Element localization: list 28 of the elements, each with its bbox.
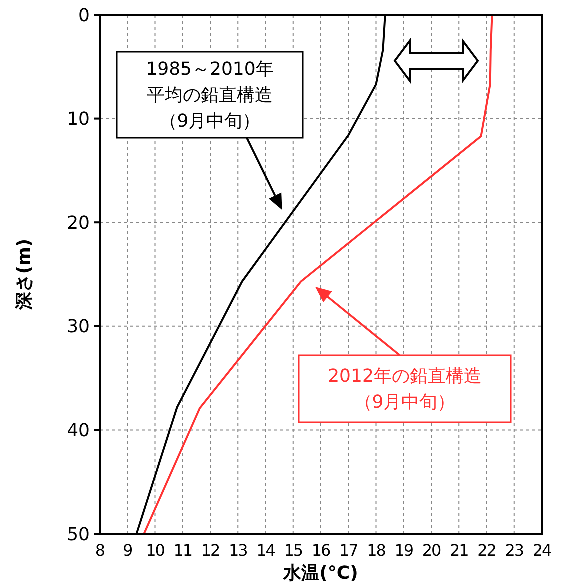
x-tick-label: 12 (201, 541, 220, 560)
line-series (143, 14, 494, 535)
y-tick-label: 0 (78, 5, 90, 26)
x-tick-label: 11 (174, 541, 192, 560)
y-tick-label: 40 (67, 420, 90, 442)
x-tick-label: 22 (478, 541, 496, 560)
x-tick-label: 23 (505, 541, 524, 560)
x-tick-label: 8 (95, 541, 106, 560)
x-tick-label: 20 (422, 541, 442, 560)
x-tick-label: 13 (228, 541, 248, 560)
x-tick-label: 14 (256, 541, 276, 560)
y-axis-title: 深さ(m) (14, 238, 35, 312)
x-tick-label: 15 (284, 541, 303, 560)
annotation: 1985～2010年平均の鉛直構造（9月中旬） (146, 59, 274, 132)
y-tick-label: 50 (67, 524, 90, 546)
y-tick-label: 10 (67, 109, 90, 130)
x-tick-label: 9 (123, 541, 134, 560)
x-tick-label: 17 (339, 541, 358, 560)
annotation: 2012年の鉛直構造（9月中旬） (328, 366, 482, 413)
x-axis-title: 水温(°C) (282, 563, 358, 584)
x-tick-label: 24 (532, 541, 552, 560)
x-tick-label: 18 (367, 541, 386, 560)
y-tick-label: 30 (67, 316, 90, 338)
x-tick-label: 19 (394, 541, 414, 560)
y-tick-label: 20 (67, 212, 90, 234)
x-tick-label: 10 (146, 541, 166, 560)
x-tick-label: 16 (312, 541, 331, 560)
x-tick-label: 21 (450, 541, 468, 560)
